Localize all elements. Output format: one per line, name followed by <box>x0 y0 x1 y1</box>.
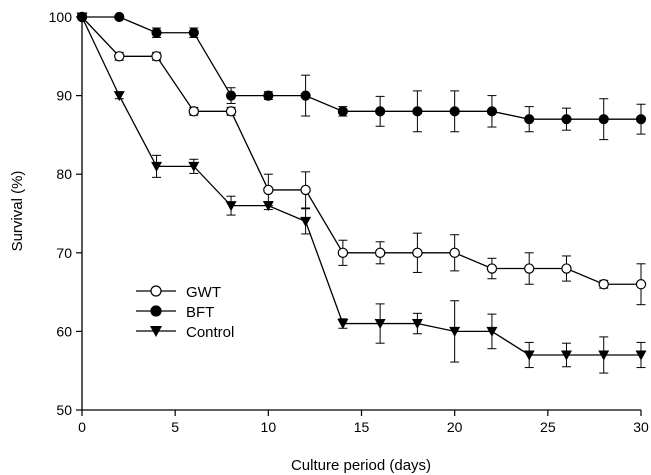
x-tick-label: 5 <box>171 419 179 435</box>
data-point-control <box>411 319 423 330</box>
data-point-control <box>374 319 386 330</box>
data-point-control <box>337 319 349 330</box>
data-point-gwt <box>337 247 349 258</box>
series-line-bft <box>82 16 641 120</box>
legend: GWT BFT Control <box>136 284 234 341</box>
data-point-gwt <box>374 247 386 258</box>
data-point-bft <box>524 114 535 125</box>
legend-marker-gwt <box>150 285 162 297</box>
x-tick-label: 30 <box>633 419 649 435</box>
x-axis-title: Culture period (days) <box>291 457 431 474</box>
data-point-bft <box>561 114 572 125</box>
data-point-control <box>486 326 498 337</box>
y-tick-label: 90 <box>56 88 72 104</box>
data-point-control <box>225 201 237 212</box>
legend-label-control: Control <box>186 324 234 341</box>
data-point-gwt <box>486 263 498 274</box>
legend-item-gwt: GWT <box>136 284 221 301</box>
data-point-control <box>560 350 572 361</box>
y-tick-label: 70 <box>56 245 72 261</box>
legend-marker-bft <box>150 305 162 317</box>
data-point-control <box>188 161 200 172</box>
data-point-gwt <box>598 279 609 290</box>
series-line-gwt <box>81 16 641 285</box>
x-tick-label: 15 <box>354 419 370 435</box>
data-point-bft <box>598 114 609 125</box>
axes: 50 60 70 80 90 100 0 5 10 15 20 25 30 <box>49 9 649 435</box>
y-tick-label: 100 <box>49 9 73 25</box>
data-point-control <box>523 350 535 361</box>
data-point-gwt <box>151 51 162 62</box>
data-point-gwt <box>225 106 237 117</box>
x-tick-label: 10 <box>261 419 277 435</box>
legend-marker-control <box>150 326 162 337</box>
data-point-control <box>262 201 274 212</box>
data-point-gwt <box>449 247 460 258</box>
legend-item-bft: BFT <box>136 304 214 321</box>
x-tick-label: 20 <box>447 419 463 435</box>
data-point-control <box>300 216 312 227</box>
data-point-gwt <box>263 184 274 196</box>
data-point-control <box>151 161 163 172</box>
data-point-control <box>113 91 125 102</box>
x-tick-label: 0 <box>78 419 86 435</box>
data-point-bft <box>225 90 237 101</box>
series-control <box>76 12 647 374</box>
data-point-bft <box>486 106 498 117</box>
legend-label-bft: BFT <box>186 304 214 321</box>
data-point-gwt <box>188 106 199 117</box>
series-layer <box>76 11 647 374</box>
data-point-control <box>449 326 461 337</box>
data-point-gwt <box>524 263 535 274</box>
data-point-bft <box>300 90 311 101</box>
y-tick-label: 60 <box>56 323 72 339</box>
data-point-bft <box>449 106 460 117</box>
data-point-control <box>76 12 88 23</box>
data-point-bft <box>337 106 348 117</box>
data-point-bft <box>114 11 125 23</box>
series-line-control <box>81 16 641 356</box>
series-bft <box>76 11 647 141</box>
x-tick-label: 25 <box>540 419 556 435</box>
data-point-bft <box>188 27 199 38</box>
y-tick-label: 50 <box>56 402 72 418</box>
data-point-gwt <box>300 184 311 196</box>
data-point-bft <box>263 90 274 101</box>
data-point-control <box>635 350 647 361</box>
data-point-bft <box>412 106 423 117</box>
data-point-gwt <box>635 279 647 290</box>
data-point-control <box>598 350 610 361</box>
data-point-gwt <box>561 263 572 274</box>
legend-label-gwt: GWT <box>186 284 221 301</box>
series-gwt <box>76 11 647 306</box>
data-point-bft <box>151 27 162 38</box>
data-point-bft <box>635 114 647 125</box>
y-axis-title: Survival (%) <box>9 171 26 252</box>
data-point-bft <box>375 106 386 117</box>
data-point-gwt <box>412 247 423 258</box>
y-tick-label: 80 <box>56 166 72 182</box>
legend-item-control: Control <box>136 324 234 341</box>
data-point-gwt <box>114 51 125 62</box>
